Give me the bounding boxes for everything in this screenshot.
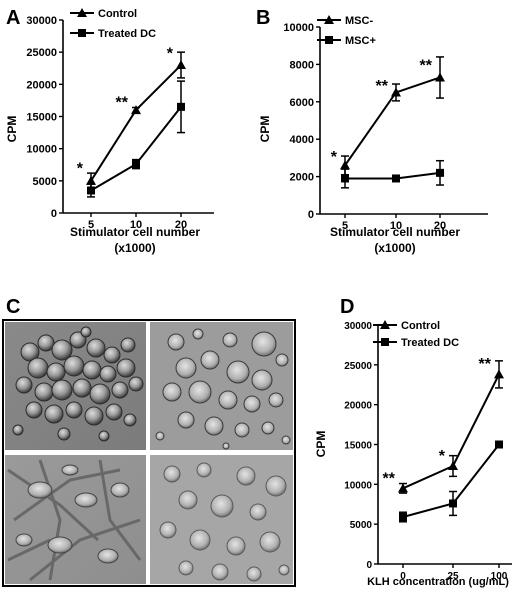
chart-a-significance-mark: * <box>167 46 174 63</box>
chart-d-ylabel: CPM <box>314 431 328 458</box>
chart-d-point-square <box>495 440 503 449</box>
chart-a-ylabel: CPM <box>5 116 19 143</box>
chart-a-ytick-label: 10000 <box>26 144 57 156</box>
chart-d-ytick-label: 0 <box>366 560 372 571</box>
chart-a-point-square <box>177 102 185 111</box>
chart-b-ytick-label: 0 <box>308 209 314 221</box>
chart-b-xlabel-unit: (x1000) <box>374 241 415 255</box>
chart-d-significance-mark: ** <box>383 471 396 488</box>
chart-b-ytick-label: 6000 <box>290 97 314 109</box>
chart-a: CPM Stimulator cell number (x1000) 0 5000… <box>5 8 214 255</box>
panel-letter-c: C <box>6 296 20 318</box>
chart-d: CPM KLH concentration (ug/mL) 0500010000… <box>314 320 512 588</box>
chart-b-ytick-label: 4000 <box>290 134 314 146</box>
chart-b-ylabel: CPM <box>258 116 272 143</box>
chart-d-xtick-label: 25 <box>447 571 459 582</box>
chart-d-xtick-label: 0 <box>400 571 406 582</box>
chart-b-significance-mark: * <box>331 149 338 166</box>
chart-b-point-square <box>436 168 444 177</box>
micrograph-top-right <box>150 322 293 450</box>
chart-a-point-triangle <box>86 175 96 185</box>
chart-a-xtick-label: 5 <box>88 219 94 231</box>
chart-a-significance-mark: * <box>77 160 84 177</box>
chart-a-legend-triangle <box>77 8 87 17</box>
chart-a-legend-label: Control <box>98 8 137 20</box>
chart-d-ytick-label: 10000 <box>344 480 372 491</box>
micrograph-top-left <box>5 322 146 450</box>
chart-d-ytick-label: 30000 <box>344 321 372 332</box>
chart-b-legend-label: MSC+ <box>345 35 376 47</box>
chart-d-point-triangle <box>448 461 458 471</box>
chart-a-ytick-label: 20000 <box>26 79 57 91</box>
chart-a-point-triangle <box>131 105 141 115</box>
chart-b-point-triangle <box>340 160 350 170</box>
chart-b-xtick-label: 5 <box>342 220 348 232</box>
chart-a-ytick-label: 30000 <box>26 15 57 27</box>
chart-d-significance-mark: ** <box>479 356 492 373</box>
chart-d-ytick-label: 25000 <box>344 361 372 372</box>
chart-b-significance-mark: ** <box>376 78 389 95</box>
chart-a-ytick-label: 0 <box>51 208 57 220</box>
chart-b-point-square <box>341 174 349 183</box>
chart-b-ytick-label: 2000 <box>290 172 314 184</box>
chart-b-point-triangle <box>435 72 445 82</box>
chart-a-series-line-2 <box>90 106 182 192</box>
chart-d-xtick-label: 100 <box>491 571 508 582</box>
chart-b-xtick-label: 10 <box>390 220 402 232</box>
panel-letter-d: D <box>340 296 354 318</box>
chart-d-point-square <box>449 499 457 508</box>
chart-b-ytick-label: 10000 <box>283 22 314 34</box>
panel-letter-b: B <box>256 7 270 29</box>
chart-b-legend-square <box>325 36 333 44</box>
chart-a-ytick-label: 25000 <box>26 47 57 59</box>
chart-b-point-square <box>392 174 400 183</box>
chart-d-series-line-1 <box>402 373 500 490</box>
chart-b: CPM Stimulator cell number (x1000) 0 2000… <box>258 15 488 255</box>
micrograph-bottom-left <box>5 455 146 584</box>
chart-d-significance-mark: * <box>439 448 446 465</box>
chart-a-point-square <box>132 160 140 169</box>
chart-d-point-triangle <box>398 483 408 493</box>
chart-a-legend-label: Treated DC <box>98 28 156 40</box>
chart-b-ytick-label: 8000 <box>290 59 314 71</box>
micrograph-panel <box>2 319 296 587</box>
chart-a-point-square <box>87 186 95 195</box>
chart-a-plot: 0 5000 10000 15000 20000 25000 30000 5 10 20 Contr… <box>26 8 214 231</box>
chart-b-significance-mark: ** <box>420 57 433 74</box>
chart-d-ytick-label: 15000 <box>344 441 372 452</box>
chart-a-significance-mark: ** <box>116 95 129 112</box>
chart-d-ytick-label: 5000 <box>350 520 373 531</box>
chart-b-xlabel: Stimulator cell number <box>330 225 460 239</box>
chart-a-xlabel: Stimulator cell number <box>70 225 200 239</box>
micrograph-bottom-right <box>150 455 293 584</box>
chart-d-ytick-label: 20000 <box>344 401 372 412</box>
chart-b-legend-label: MSC- <box>345 15 373 27</box>
chart-b-point-triangle <box>391 87 401 97</box>
chart-d-point-square <box>399 512 407 521</box>
chart-a-ytick-label: 15000 <box>26 112 57 124</box>
chart-a-xlabel-unit: (x1000) <box>114 241 155 255</box>
chart-a-ytick-label: 5000 <box>33 176 57 188</box>
chart-d-point-triangle <box>494 369 504 379</box>
chart-d-legend-label: Treated DC <box>401 337 459 349</box>
chart-d-plot: 0 5000 10000 15000 20000 25000 30000 0 25 100 Cont… <box>344 320 512 582</box>
chart-a-point-triangle <box>176 60 186 70</box>
chart-b-xtick-label: 20 <box>434 220 446 232</box>
panel-letter-a: A <box>6 7 20 29</box>
chart-a-legend-square <box>78 29 86 37</box>
chart-a-xtick-label: 20 <box>175 219 187 231</box>
chart-d-legend-label: Control <box>401 320 440 332</box>
chart-d-xlabel: KLH concentration (ug/mL) <box>367 576 509 588</box>
chart-a-xtick-label: 10 <box>130 219 142 231</box>
chart-d-legend-square <box>381 338 389 346</box>
chart-d-legend-triangle <box>380 320 390 329</box>
chart-b-legend-triangle <box>324 15 334 24</box>
chart-b-series-line-1 <box>344 76 441 166</box>
